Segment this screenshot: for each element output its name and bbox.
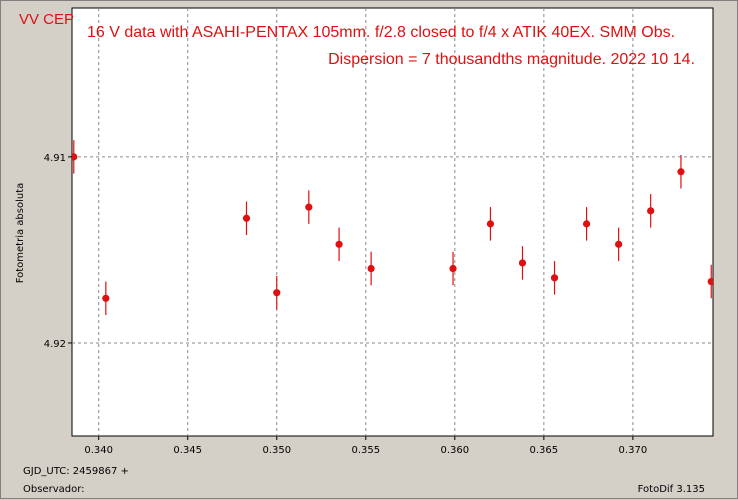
data-point [72, 140, 78, 174]
grid-lines [72, 8, 713, 436]
plot-area [71, 7, 714, 437]
data-point [367, 251, 375, 286]
y-tick-label: 4.92 [44, 339, 66, 350]
data-marker [305, 203, 313, 211]
data-marker [550, 274, 559, 282]
data-point [677, 155, 685, 189]
data-point [582, 207, 591, 241]
data-marker [582, 220, 591, 228]
data-point [615, 227, 623, 262]
data-marker [486, 220, 495, 228]
x-tick-label: 0.340 [84, 445, 113, 456]
data-marker [273, 289, 281, 297]
x-tick-label: 0.365 [530, 445, 559, 456]
x-tick-label: 0.355 [351, 445, 380, 456]
data-point [449, 251, 457, 286]
data-marker [72, 153, 78, 161]
data-point [305, 190, 313, 224]
star-name: VV CEP [19, 11, 74, 28]
data-point [273, 275, 281, 310]
data-marker [707, 277, 713, 286]
x-tick-label: 0.345 [173, 445, 202, 456]
data-point [647, 194, 655, 228]
data-point [707, 264, 713, 299]
data-point [518, 246, 527, 280]
gjd-label: GJD_UTC: 2459867 + [23, 466, 129, 477]
x-tick-label: 0.360 [440, 445, 469, 456]
data-marker [102, 294, 110, 302]
data-point [242, 201, 251, 236]
data-points [72, 140, 713, 316]
data-marker [242, 214, 251, 222]
data-marker [615, 240, 623, 248]
observer-label: Observador: [23, 484, 85, 495]
data-point [550, 261, 559, 295]
data-marker [647, 207, 655, 215]
x-tick-label: 0.370 [619, 445, 648, 456]
data-marker [518, 259, 527, 267]
data-marker [449, 264, 457, 273]
y-axis-ticks: 4.91 4.92 [44, 153, 72, 350]
data-marker [677, 168, 685, 176]
software-version: FotoDif 3.135 [638, 484, 705, 495]
chart-title: 16 V data with ASAHI-PENTAX 105mm. f/2.8… [87, 24, 675, 41]
data-point [102, 281, 110, 316]
x-axis-ticks: 0.340 0.345 0.350 0.355 0.360 0.365 0.370 [84, 436, 647, 456]
y-tick-label: 4.91 [44, 153, 66, 164]
data-marker [335, 240, 343, 248]
data-point [486, 207, 495, 241]
y-axis-label: Fotometria absoluta [15, 183, 26, 284]
chart-subtitle: Dispersion = 7 thousandths magnitude. 20… [328, 51, 695, 68]
data-marker [367, 264, 375, 273]
x-tick-label: 0.350 [262, 445, 291, 456]
data-point [335, 227, 343, 262]
